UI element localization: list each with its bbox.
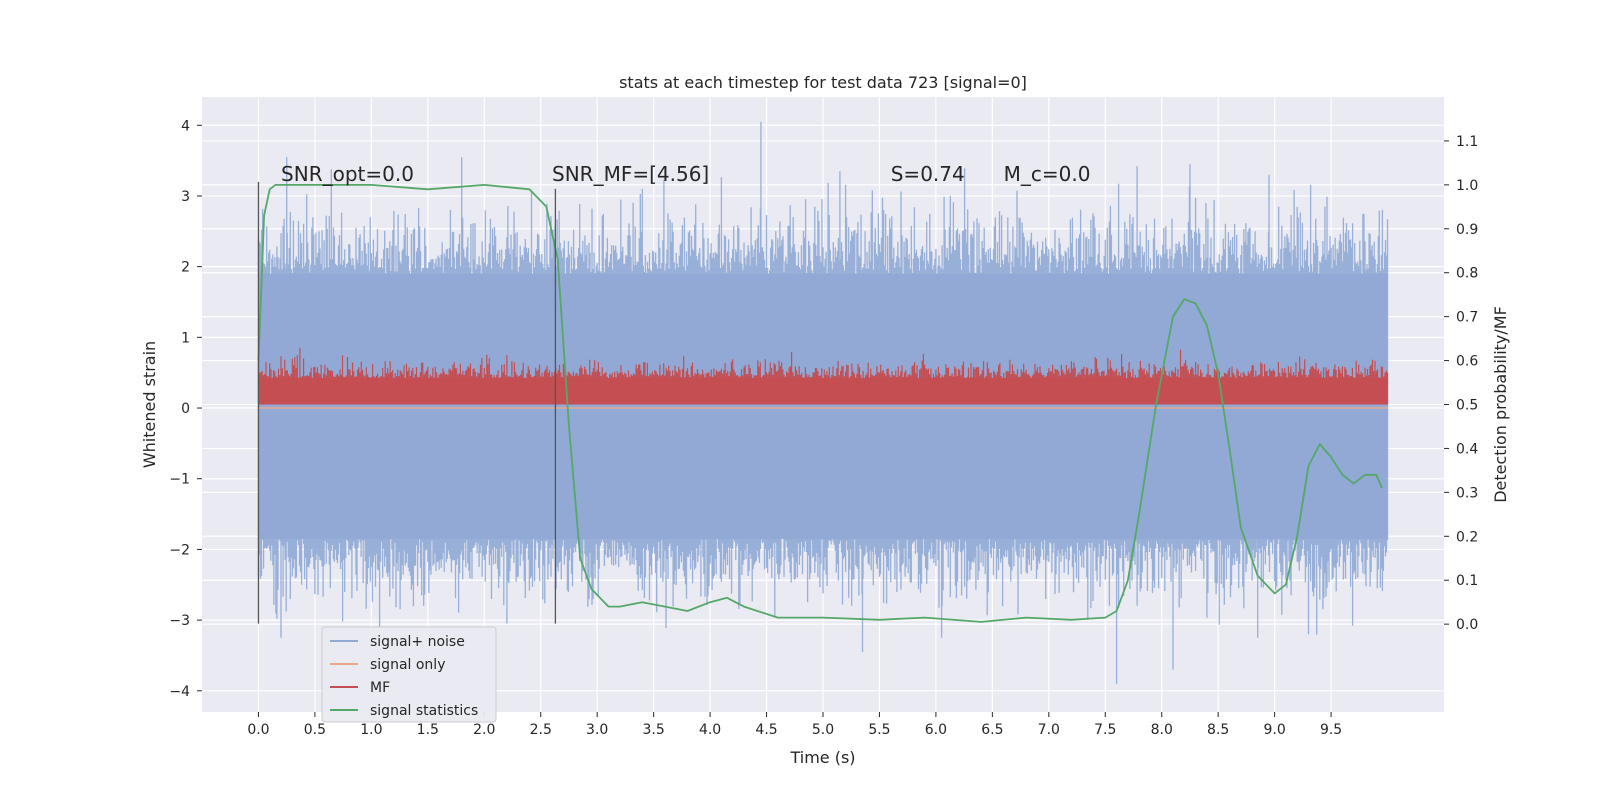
mf-band [258,378,1388,405]
legend: signal+ noise signal only MF signal statist… [321,626,497,723]
y-axis-label: Whitened strain [140,341,159,468]
y-right-tick-label: 0.7 [1456,310,1478,326]
x-tick-label: 3.0 [586,722,608,738]
y-right-tick-label: 0.9 [1456,222,1478,238]
legend-entry: signal+ noise [370,634,465,650]
data-layer [257,121,1389,684]
y-right-tick-label: 0.2 [1456,529,1478,545]
signal-noise-band [258,273,1388,539]
y-right-axis-label: Detection probability/MF [1491,306,1510,503]
series-mf [257,347,1389,405]
y-tick-label: −4 [169,684,190,700]
x-tick-label: 4.5 [755,722,777,738]
y-tick-label: 1 [181,330,190,346]
y-right-tick-label: 0.5 [1456,398,1478,414]
x-tick-label: 9.5 [1320,722,1342,738]
y-right-tick-label: 0.3 [1456,485,1478,501]
legend-entry: signal only [370,657,445,673]
annotation-1: SNR_MF=[4.56] [552,162,709,186]
y-tick-label: 3 [181,189,190,205]
x-tick-label: 8.5 [1207,722,1229,738]
y-right-tick-label: 1.0 [1456,178,1478,194]
annotations: SNR_opt=0.0 SNR_MF=[4.56] S=0.74 M_c=0.0 [281,162,1090,186]
annotation-3: M_c=0.0 [1004,162,1091,186]
x-tick-label: 8.0 [1151,722,1173,738]
x-tick-label: 2.0 [473,722,495,738]
y-right-tick-label: 0.1 [1456,573,1478,589]
x-tick-label: 6.0 [925,722,947,738]
x-tick-label: 9.0 [1264,722,1286,738]
annotation-2: S=0.74 [891,162,965,186]
x-tick-label: 6.5 [981,722,1003,738]
y-right-tick-label: 1.1 [1456,134,1478,150]
x-tick-label: 7.0 [1038,722,1060,738]
x-tick-label: 1.5 [417,722,439,738]
x-axis-label: Time (s) [789,748,855,767]
vertical-markers [257,181,557,624]
x-tick-label: 1.0 [360,722,382,738]
y-right-tick-label: 0.6 [1456,354,1478,370]
y-tick-label: 4 [181,118,190,134]
x-tick-label: 7.5 [1094,722,1116,738]
axes: 0.0 0.5 1.0 1.5 2.0 2.5 3.0 3.5 4.0 4.5 5.0 5.5 6.0 6… [169,118,1478,738]
legend-box [321,626,497,723]
x-tick-label: 5.5 [868,722,890,738]
annotation-0: SNR_opt=0.0 [281,162,414,186]
y-tick-label: 0 [181,401,190,417]
x-tick-label: 5.0 [812,722,834,738]
y-right-tick-label: 0.8 [1456,266,1478,282]
y-right-tick-label: 0.4 [1456,441,1478,457]
y-tick-label: −2 [169,542,190,558]
legend-entry: MF [370,680,390,696]
x-tick-label: 4.0 [699,722,721,738]
x-tick-label: 2.5 [530,722,552,738]
legend-entry: signal statistics [370,703,478,719]
x-tick-label: 3.5 [643,722,665,738]
y-tick-label: −1 [169,472,190,488]
chart-title: stats at each timestep for test data 723… [619,73,1027,92]
x-tick-label: 0.5 [304,722,326,738]
y-tick-label: 2 [181,260,190,276]
series-signal-statistics [257,183,1383,623]
y-tick-label: −3 [169,613,190,629]
x-tick-label: 0.0 [247,722,269,738]
series-signal-noise [257,121,1389,684]
y-right-tick-label: 0.0 [1456,617,1478,633]
